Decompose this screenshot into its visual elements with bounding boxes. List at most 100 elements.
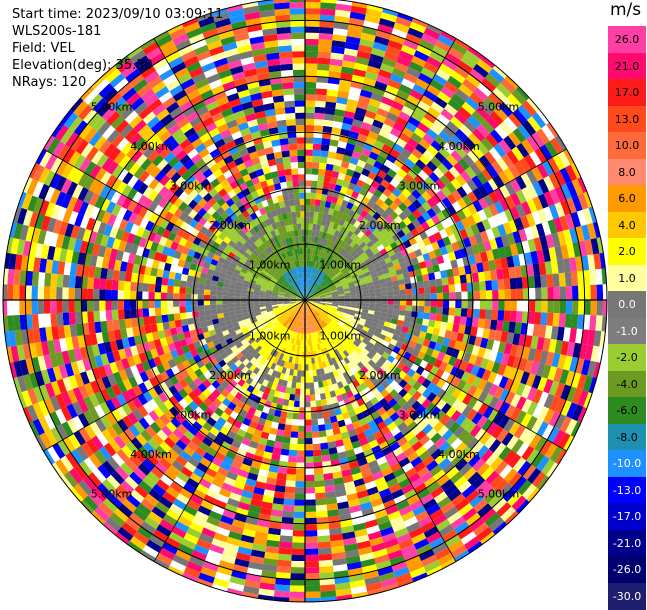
range-gate	[294, 512, 305, 518]
range-gate	[75, 300, 81, 312]
range-gate	[305, 205, 310, 211]
range-gate	[393, 309, 400, 315]
range-gate	[276, 479, 286, 486]
range-gate	[241, 293, 247, 297]
range-gate	[204, 305, 211, 311]
range-gate	[168, 278, 175, 286]
range-gate	[290, 437, 298, 444]
range-gate	[56, 274, 63, 287]
range-gate	[106, 279, 113, 290]
range-gate	[143, 275, 150, 284]
range-gate	[394, 300, 400, 305]
range-gate	[149, 316, 156, 325]
range-gate	[68, 300, 74, 312]
range-gate	[311, 407, 317, 414]
range-gate	[187, 275, 194, 282]
range-gate	[185, 294, 191, 300]
range-gate	[318, 424, 325, 431]
range-gate	[276, 429, 284, 436]
range-gate	[305, 57, 318, 63]
range-gate	[155, 300, 161, 308]
range-gate	[286, 474, 296, 481]
range-gate	[486, 290, 492, 300]
range-gate	[44, 313, 51, 327]
range-gate	[309, 223, 313, 229]
range-gate	[387, 291, 393, 296]
range-gate	[324, 417, 331, 424]
range-gate	[305, 506, 316, 512]
range-gate	[105, 290, 111, 300]
range-gate	[406, 305, 413, 311]
range-gate	[305, 413, 311, 419]
range-gate	[222, 304, 228, 309]
range-gate	[291, 431, 299, 438]
range-gate	[325, 485, 336, 492]
range-gate	[320, 8, 336, 15]
range-gate	[241, 303, 247, 307]
range-gate	[191, 294, 197, 300]
range-gate	[412, 288, 419, 294]
range-gate	[535, 300, 541, 312]
range-gate	[478, 318, 485, 328]
range-gate	[204, 310, 211, 316]
range-gate	[316, 82, 328, 89]
range-gate	[44, 286, 51, 300]
range-gate	[296, 469, 305, 475]
range-gate	[320, 443, 328, 450]
range-gate	[305, 70, 317, 76]
range-gate	[323, 126, 333, 133]
range-gate	[292, 549, 305, 555]
range-gate	[314, 480, 324, 487]
range-gate	[56, 300, 62, 313]
range-gate	[369, 303, 375, 307]
range-gate	[142, 291, 148, 300]
range-gate	[461, 283, 468, 292]
range-gate	[124, 309, 131, 319]
range-gate	[448, 284, 455, 292]
range-gate	[311, 174, 318, 181]
range-gate	[484, 319, 491, 329]
range-gate	[288, 400, 294, 407]
range-gate	[305, 39, 319, 46]
range-gate	[461, 308, 468, 317]
range-gate	[436, 286, 443, 294]
range-gate	[186, 281, 193, 288]
range-gate	[406, 289, 413, 295]
range-gate	[289, 394, 295, 401]
range-gate	[504, 310, 511, 321]
range-gate	[498, 300, 504, 310]
range-gate	[305, 94, 316, 100]
range-gate	[311, 413, 318, 420]
range-gate	[285, 480, 295, 487]
range-gate	[317, 58, 330, 65]
range-gate	[305, 82, 316, 88]
range-gate	[50, 300, 56, 313]
range-gate	[313, 456, 322, 463]
range-gate	[305, 186, 311, 192]
range-gate	[284, 492, 295, 499]
range-gate	[173, 286, 180, 293]
range-gate	[111, 300, 117, 310]
range-gate	[448, 308, 455, 316]
range-gate	[443, 300, 449, 308]
range-gate	[318, 541, 331, 548]
range-gate	[436, 307, 443, 315]
range-gate	[486, 300, 492, 310]
range-gate	[324, 479, 334, 486]
range-gate	[566, 300, 573, 314]
range-gate	[296, 456, 305, 462]
range-gate	[425, 300, 431, 307]
range-gate	[399, 284, 406, 290]
range-gate	[50, 273, 57, 287]
range-gate	[305, 407, 311, 413]
range-gate	[308, 236, 312, 242]
range-gate	[416, 275, 423, 282]
range-gate	[125, 318, 132, 328]
range-gate	[161, 300, 167, 308]
range-gate	[315, 94, 326, 101]
range-gate	[288, 456, 297, 463]
range-gate	[125, 272, 132, 282]
range-gate	[284, 424, 291, 431]
range-gate	[185, 300, 191, 306]
